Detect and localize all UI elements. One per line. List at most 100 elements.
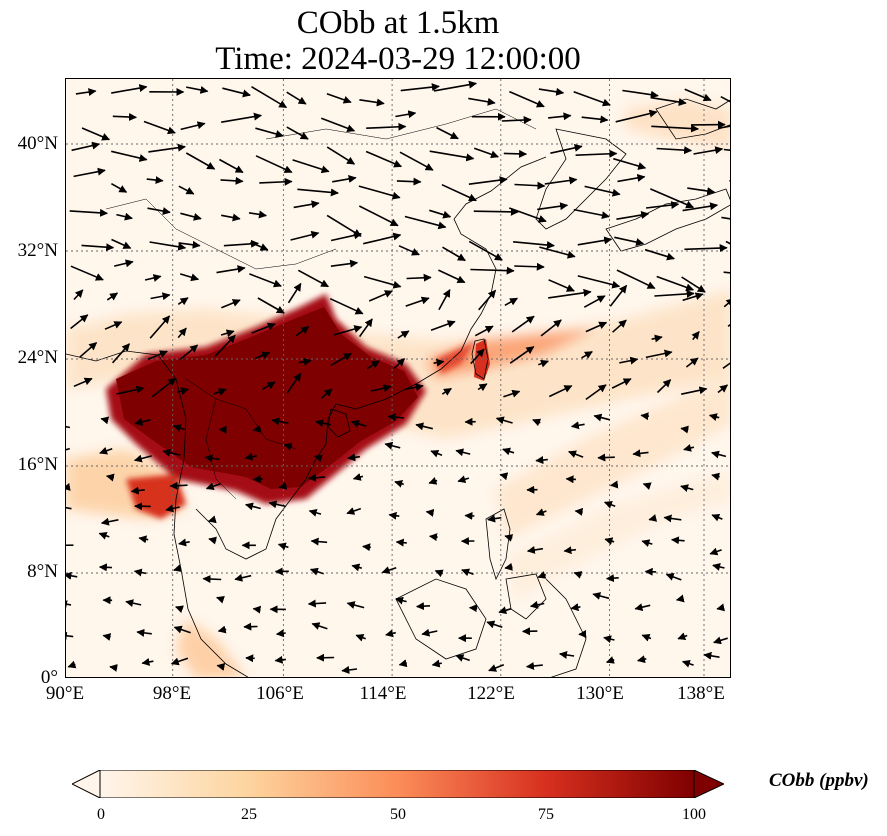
wind-arrow: [381, 566, 397, 574]
lon-tick-label: 98°E: [152, 683, 192, 704]
wind-arrow: [307, 599, 327, 608]
wind-arrow: [711, 450, 727, 459]
lat-tick-label: 16°N: [17, 454, 58, 475]
wind-arrow: [455, 654, 470, 662]
wind-arrow: [570, 421, 585, 430]
wind-arrow: [220, 176, 244, 185]
lon-tick-label: 106°E: [256, 683, 304, 704]
wind-arrow: [529, 600, 545, 609]
wind-arrow: [205, 482, 221, 490]
wind-arrow: [722, 362, 730, 369]
wind-arrow: [687, 187, 716, 196]
wind-arrow: [298, 357, 312, 366]
wind-arrow: [341, 665, 358, 674]
wind-arrow: [151, 377, 177, 398]
wind-arrow: [248, 210, 267, 219]
wind-arrow: [683, 444, 695, 452]
wind-arrow: [399, 151, 434, 171]
wind-arrow: [81, 243, 115, 252]
wind-arrow: [501, 116, 532, 125]
wind-arrow: [347, 453, 361, 462]
wind-arrow: [713, 636, 728, 645]
wind-arrow: [66, 446, 71, 454]
wind-arrow: [573, 571, 583, 579]
wind-arrow: [473, 207, 519, 216]
wind-arrow: [430, 449, 443, 458]
wind-arrow: [720, 95, 730, 103]
wind-arrow: [67, 660, 77, 669]
wind-arrow: [656, 146, 693, 155]
wind-arrow: [430, 320, 456, 331]
wind-arrow: [649, 188, 695, 209]
wind-arrow: [405, 296, 430, 307]
wind-arrow: [178, 538, 190, 547]
wind-arrow: [66, 425, 71, 429]
wind-arrow: [66, 631, 74, 640]
wind-arrow: [111, 238, 132, 249]
wind-arrow: [717, 125, 730, 130]
wind-arrow: [252, 424, 262, 433]
lat-tick-label: 24°N: [17, 347, 58, 368]
wind-arrow: [581, 115, 609, 124]
wind-arrow: [363, 275, 402, 289]
wind-arrow: [433, 358, 445, 367]
wind-arrow: [526, 662, 543, 670]
wind-arrow: [540, 319, 562, 337]
lon-tick-label: 114°E: [359, 683, 407, 704]
wind-arrow: [292, 159, 330, 174]
wind-arrow: [395, 596, 407, 605]
wind-arrow: [387, 413, 404, 422]
wind-vectors: [66, 80, 730, 674]
wind-arrow: [570, 603, 581, 612]
wind-arrow: [617, 173, 646, 183]
wind-arrow: [441, 387, 452, 396]
lat-tick-label: 32°N: [17, 240, 58, 261]
wind-arrow: [98, 563, 112, 572]
wind-arrow: [404, 215, 447, 230]
wind-arrow: [320, 388, 333, 399]
wind-arrow: [574, 507, 584, 516]
wind-arrow: [309, 567, 324, 576]
wind-arrow: [642, 482, 652, 490]
wind-arrow: [691, 330, 700, 341]
wind-arrow: [173, 625, 191, 634]
wind-arrow: [73, 377, 93, 388]
wind-arrow: [511, 315, 535, 333]
wind-arrow: [656, 275, 695, 292]
wind-arrow: [708, 413, 720, 421]
wind-arrow: [457, 475, 470, 484]
wind-arrow: [326, 92, 352, 104]
wind-arrow: [429, 533, 438, 542]
wind-arrow: [177, 327, 187, 339]
colorbar-tick-label: 50: [390, 806, 406, 823]
wind-arrow: [277, 542, 289, 551]
wind-arrow: [170, 657, 189, 666]
wind-arrow: [442, 246, 466, 262]
lon-tick-label: 138°E: [677, 683, 725, 704]
wind-arrow: [146, 176, 164, 185]
wind-arrow: [544, 176, 578, 185]
wind-arrow: [109, 664, 118, 672]
wind-arrow: [326, 146, 356, 165]
wind-arrow: [138, 535, 149, 544]
wind-arrow: [461, 568, 474, 577]
wind-arrow: [221, 299, 241, 309]
wind-arrow: [358, 185, 401, 200]
lon-tick-label: 90°E: [45, 683, 85, 704]
wind-arrow: [98, 532, 110, 540]
wind-arrow: [359, 98, 385, 107]
wind-arrow: [548, 288, 592, 299]
wind-arrow: [286, 126, 309, 140]
wind-arrow: [149, 241, 187, 251]
wind-arrow: [681, 386, 708, 395]
wind-arrow: [180, 121, 206, 131]
wind-arrow: [310, 537, 328, 546]
wind-arrow: [650, 96, 687, 106]
wind-arrow: [207, 515, 217, 524]
wind-arrow: [513, 241, 555, 250]
wind-arrow: [503, 149, 528, 158]
wind-arrow: [259, 177, 293, 186]
wind-arrow: [464, 511, 475, 520]
wind-arrow: [693, 146, 724, 155]
wind-arrow: [404, 383, 424, 392]
